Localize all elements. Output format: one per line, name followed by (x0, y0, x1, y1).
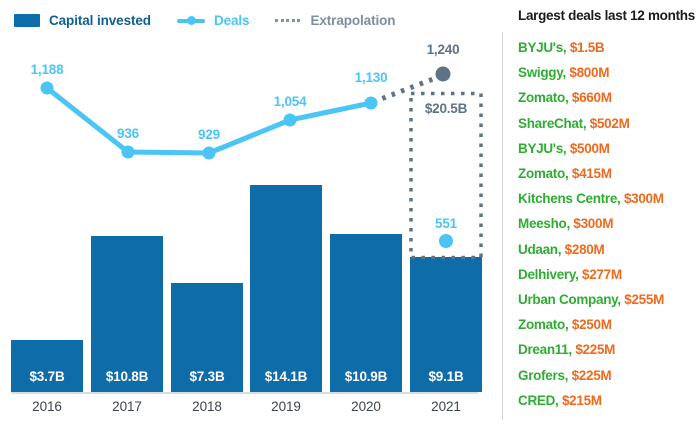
deal-company-name: BYJU's, (518, 140, 570, 156)
deal-amount: $500M (569, 140, 610, 156)
bar-value-label-2017: $10.8B (105, 369, 149, 384)
deal-list-item[interactable]: BYJU's, $500M (518, 136, 696, 161)
deal-amount: $502M (589, 115, 630, 131)
bar-swatch-icon (14, 13, 40, 27)
deal-amount: $660M (571, 90, 612, 106)
deal-list-item[interactable]: Zomato, $250M (518, 312, 696, 337)
line-marker-swatch-icon (176, 14, 205, 27)
bar-value-label-2018: $7.3B (189, 369, 225, 384)
extrapolation-line (372, 73, 442, 105)
deal-list-item[interactable]: Udaan, $280M (518, 237, 696, 262)
deal-company-name: Kitchens Centre, (518, 191, 624, 207)
deal-list-item[interactable]: Kitchens Centre, $300M (518, 186, 696, 211)
deal-company-name: CRED, (518, 392, 562, 408)
deal-amount: $415M (571, 166, 612, 182)
deal-company-name: Udaan, (518, 241, 565, 257)
deal-list-item[interactable]: Zomato, $415M (518, 161, 696, 186)
legend-item-capital-invested[interactable]: Capital invested (14, 13, 151, 28)
deal-amount: $225M (575, 342, 616, 358)
deals-point-2020 (364, 96, 378, 110)
deal-company-name: Zomato, (518, 166, 572, 182)
deal-company-name: Drean11, (518, 342, 576, 358)
legend-label-capital-invested: Capital invested (49, 12, 151, 28)
x-tick-2019: 2019 (271, 399, 301, 414)
deal-list-item[interactable]: Drean11, $225M (518, 337, 696, 362)
deal-list-item[interactable]: Zomato, $660M (518, 85, 696, 110)
deal-amount: $215M (561, 392, 602, 408)
deal-amount: $280M (564, 241, 605, 257)
extrapolation-box-label: $20.5B (424, 101, 468, 116)
deal-amount: $1.5B (569, 40, 605, 55)
panel-title: Largest deals last 12 months (518, 8, 695, 23)
bar-2016[interactable] (11, 340, 83, 392)
deals-value-label-2016: 1,188 (30, 62, 64, 77)
deal-company-name: Meesho, (518, 216, 574, 232)
dotted-line-swatch-icon (275, 14, 301, 27)
extrapolation-box (409, 91, 483, 260)
deals-value-label-2020: 1,130 (354, 70, 388, 85)
deal-list-item[interactable]: Meesho, $300M (518, 211, 696, 236)
x-axis-line (11, 392, 478, 394)
legend-label-extrapolation: Extrapolation (310, 12, 396, 28)
legend-item-deals[interactable]: Deals (176, 12, 250, 28)
deals-point-2019 (283, 113, 297, 127)
bar-value-label-2020: $10.9B (344, 369, 388, 384)
deal-company-name: Urban Company, (518, 292, 625, 308)
bar-value-label-2016: $3.7B (29, 369, 65, 384)
x-tick-2016: 2016 (32, 399, 62, 414)
deal-company-name: Zomato, (518, 90, 572, 106)
bar-2019[interactable] (250, 185, 322, 392)
deal-company-name: Grofers, (518, 367, 572, 383)
x-tick-2018: 2018 (192, 399, 222, 414)
extrapolation-value-label: 1,240 (426, 42, 460, 57)
deals-value-label-2018: 929 (198, 127, 220, 142)
deals-value-label-2021: 551 (435, 216, 457, 231)
bar-2017[interactable] (91, 236, 163, 392)
deal-list-item[interactable]: ShareChat, $502M (518, 111, 696, 136)
deal-list-item[interactable]: Swiggy, $800M (518, 60, 696, 85)
deal-company-name: ShareChat, (518, 115, 590, 131)
deal-list: BYJU's, $1.5B Swiggy, $800M Zomato, $660M S… (518, 35, 696, 413)
bar-2021[interactable] (410, 257, 482, 392)
series-svg-layer (40, 66, 483, 260)
chart-legend: Capital invested Deals Extrapolation (14, 10, 396, 30)
bar-value-label-2019: $14.1B (264, 369, 308, 384)
largest-deals-panel: Largest deals last 12 months BYJU's, $1.… (518, 8, 696, 413)
deal-company-name: Delhivery, (518, 266, 582, 282)
deal-list-item[interactable]: Urban Company, $255M (518, 287, 696, 312)
deal-company-name: BYJU's, (518, 40, 570, 55)
deal-amount: $255M (624, 292, 665, 308)
x-tick-2017: 2017 (112, 399, 142, 414)
deal-list-item[interactable]: CRED, $215M (518, 388, 696, 413)
x-tick-2020: 2020 (351, 399, 381, 414)
deals-point-2021 (439, 234, 453, 248)
deal-amount: $277M (581, 266, 622, 282)
deals-point-2017 (121, 145, 135, 159)
legend-label-deals: Deals (213, 12, 250, 28)
deals-point-2016 (40, 81, 54, 95)
x-tick-2021: 2021 (431, 399, 461, 414)
bar-value-label-2021: $9.1B (428, 369, 464, 384)
deal-list-item[interactable]: Grofers, $225M (518, 363, 696, 388)
deal-list-item[interactable]: BYJU's, $1.5B (518, 35, 696, 60)
panel-divider (502, 32, 503, 420)
deal-amount: $250M (571, 317, 612, 333)
deals-value-label-2019: 1,054 (273, 94, 307, 109)
plot-area: $3.7B $10.8B $7.3B $14.1B $10.9B $9.1B (11, 42, 483, 414)
deal-amount: $800M (569, 65, 610, 81)
deal-list-item[interactable]: Delhivery, $277M (518, 262, 696, 287)
legend-item-extrapolation[interactable]: Extrapolation (275, 12, 396, 28)
deal-company-name: Swiggy, (518, 65, 570, 81)
deal-amount: $300M (623, 191, 664, 207)
deals-point-2018 (202, 146, 216, 160)
bar-2020[interactable] (330, 234, 402, 392)
deals-value-label-2017: 936 (117, 126, 139, 141)
deal-amount: $225M (571, 367, 612, 383)
deal-company-name: Zomato, (518, 317, 572, 333)
bar-2018[interactable] (171, 283, 243, 392)
deal-amount: $300M (573, 216, 614, 232)
extrapolation-point-2021 (435, 66, 451, 82)
